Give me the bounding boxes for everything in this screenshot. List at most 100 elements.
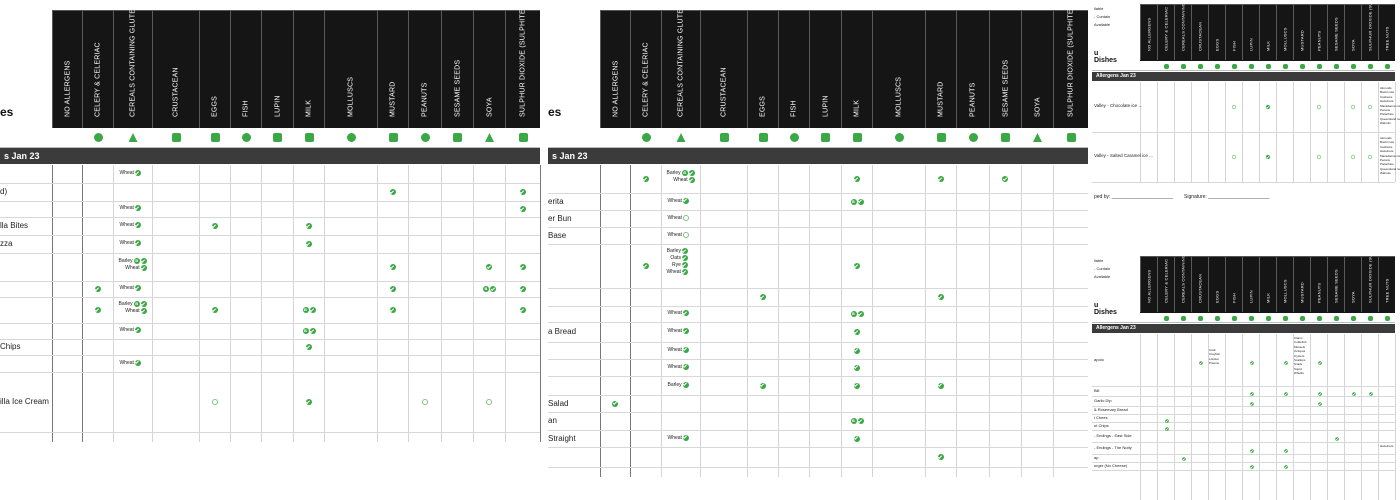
allergen-mark: B bbox=[850, 311, 864, 317]
column-header-label: SULPHUR DIOXIDE (SULPHITES) bbox=[1067, 1, 1075, 117]
tree-nut-item: Pistachios bbox=[1380, 162, 1394, 167]
check-icon bbox=[937, 176, 944, 182]
peanut-icon bbox=[420, 133, 430, 142]
allergen-mark: Wheat bbox=[668, 214, 689, 221]
column-header-label: MILK bbox=[305, 99, 313, 117]
check-icon bbox=[1249, 392, 1254, 396]
check-icon bbox=[519, 264, 526, 270]
check-icon bbox=[682, 381, 689, 388]
mollusc-item: Oysters bbox=[1294, 353, 1305, 358]
allergen-icon bbox=[1265, 64, 1271, 69]
allergen-icon bbox=[1231, 64, 1237, 69]
dish-name: Garlic Dip bbox=[1094, 398, 1112, 403]
column-header-label: MILK bbox=[1265, 292, 1271, 303]
column-header-label: SOYA bbox=[1034, 97, 1041, 117]
celery-icon bbox=[93, 133, 103, 142]
column-header-label: SULPHUR DIOXIDE (SULPHITES) bbox=[1367, 0, 1373, 51]
allergen-grid: apolo Bill Garlic Dip & Rosemary Bread l Che… bbox=[1092, 334, 1396, 500]
badge-icon: B bbox=[681, 170, 688, 176]
allergen-icon bbox=[1248, 316, 1254, 321]
allergen-mark: Wheat bbox=[668, 197, 689, 204]
celery-icon bbox=[641, 133, 651, 142]
check-icon bbox=[682, 363, 689, 370]
row-divider bbox=[1092, 414, 1395, 415]
page-title: es bbox=[0, 105, 14, 119]
mark-label: Wheat bbox=[125, 265, 140, 271]
may-contain-icon bbox=[1367, 104, 1372, 110]
check-icon bbox=[389, 264, 396, 270]
milk-icon bbox=[852, 133, 862, 142]
page-title: es bbox=[548, 105, 562, 119]
row-divider bbox=[1092, 470, 1395, 471]
column-header-label: SULPHUR DIOXIDE (SULPHITES) bbox=[1367, 252, 1373, 303]
check-icon bbox=[853, 364, 860, 371]
column-header: SULPHUR DIOXIDE (SULPHITES) bbox=[505, 2, 540, 128]
column-header: FISH bbox=[230, 10, 261, 128]
header-band bbox=[1140, 4, 1395, 61]
column-header-label: LUPIN bbox=[274, 95, 281, 117]
check-icon bbox=[309, 307, 316, 313]
mustard-icon bbox=[936, 133, 946, 142]
column-header: SESAME SEEDS bbox=[1327, 256, 1344, 312]
column-divider bbox=[52, 165, 53, 442]
check-icon bbox=[1249, 361, 1254, 365]
column-header-label: NO ALLERGENS bbox=[64, 60, 71, 117]
allergen-mark: B bbox=[483, 286, 496, 292]
allergen-mark: Wheat bbox=[668, 346, 689, 353]
signed-by-line: ped by: ______________________ bbox=[1094, 194, 1173, 200]
tree-nut-item: Hazelnuts bbox=[1380, 99, 1394, 104]
column-header-label: TREE NUTS bbox=[1384, 278, 1390, 303]
icon-row bbox=[548, 128, 1088, 148]
column-divider bbox=[989, 165, 990, 477]
column-header-label: CEREALS CONTAINING GLUTEN bbox=[1180, 252, 1186, 303]
tree-nut-item: Cashews bbox=[1380, 94, 1393, 99]
column-header: FISH bbox=[778, 10, 809, 128]
column-header-label: FISH bbox=[790, 100, 798, 117]
row-divider bbox=[548, 342, 1088, 343]
dish-name: apolo bbox=[1094, 357, 1104, 362]
check-icon bbox=[1265, 154, 1270, 160]
crustacean-item: Prawns bbox=[1209, 361, 1220, 366]
row-divider bbox=[1092, 430, 1395, 431]
column-divider bbox=[1327, 334, 1328, 500]
mollusc-icon bbox=[894, 133, 904, 142]
check-icon bbox=[857, 198, 864, 205]
check-icon bbox=[309, 328, 316, 334]
column-header: EGGS bbox=[1208, 256, 1225, 312]
allergen-icon bbox=[1180, 316, 1186, 321]
column-header-label: EGGS bbox=[759, 95, 767, 117]
allergen-icon bbox=[1214, 316, 1220, 321]
allergen-mark-group: Barley B Wheat bbox=[119, 258, 147, 271]
row-divider bbox=[548, 288, 1088, 289]
column-header-label: EGGS bbox=[1214, 290, 1220, 303]
allergen-icon bbox=[1384, 64, 1390, 69]
column-divider bbox=[1378, 334, 1379, 500]
dish-name: urger (No Cheese) bbox=[1094, 463, 1128, 468]
allergen-icon bbox=[1367, 316, 1373, 321]
column-header-label: SOYA bbox=[1350, 39, 1356, 51]
column-header: LUPIN bbox=[809, 10, 841, 128]
icon-row bbox=[0, 128, 540, 148]
column-header-label: MOLLUSCS bbox=[1282, 279, 1288, 303]
allergen-icon bbox=[1197, 64, 1203, 69]
may-contain-icon bbox=[1316, 154, 1321, 160]
header-band bbox=[600, 10, 1088, 129]
mollusc-item: Octopus bbox=[1294, 349, 1306, 354]
column-header: SOYA bbox=[473, 10, 505, 128]
badge-icon: B bbox=[302, 307, 309, 313]
column-divider bbox=[1310, 334, 1311, 500]
tree-nut-item: Almonds bbox=[1380, 136, 1392, 140]
header-band bbox=[52, 10, 540, 129]
may-contain-icon bbox=[1350, 154, 1355, 160]
column-divider bbox=[1395, 82, 1396, 182]
column-header: LUPIN bbox=[1242, 4, 1259, 60]
column-divider bbox=[1344, 334, 1345, 500]
column-header-label: SULPHUR DIOXIDE (SULPHITES) bbox=[519, 1, 527, 117]
column-header-label: FISH bbox=[1231, 41, 1237, 51]
column-header: FISH bbox=[1225, 4, 1242, 60]
tree-nut-item: Cashews bbox=[1380, 144, 1393, 149]
allergen-icon bbox=[1333, 64, 1339, 69]
allergen-mark: Oats bbox=[670, 255, 688, 261]
column-header: NO ALLERGENS bbox=[600, 10, 630, 128]
legend-label: ilable bbox=[1094, 6, 1104, 11]
